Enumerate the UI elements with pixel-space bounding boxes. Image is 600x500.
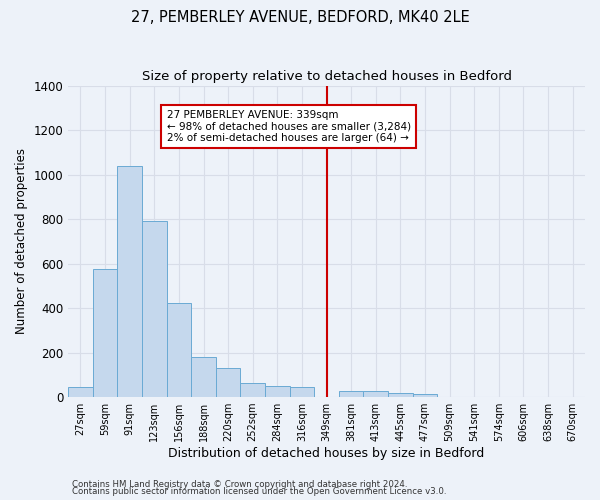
X-axis label: Distribution of detached houses by size in Bedford: Distribution of detached houses by size …: [169, 447, 485, 460]
Bar: [413, 394, 437, 397]
Bar: [167, 302, 191, 397]
Bar: [191, 357, 216, 397]
Bar: [216, 368, 241, 397]
Text: 27 PEMBERLEY AVENUE: 339sqm
← 98% of detached houses are smaller (3,284)
2% of s: 27 PEMBERLEY AVENUE: 339sqm ← 98% of det…: [167, 110, 411, 143]
Bar: [142, 222, 167, 397]
Bar: [241, 382, 265, 397]
Bar: [118, 166, 142, 397]
Bar: [290, 387, 314, 397]
Text: Contains HM Land Registry data © Crown copyright and database right 2024.: Contains HM Land Registry data © Crown c…: [72, 480, 407, 489]
Title: Size of property relative to detached houses in Bedford: Size of property relative to detached ho…: [142, 70, 512, 83]
Y-axis label: Number of detached properties: Number of detached properties: [15, 148, 28, 334]
Bar: [68, 387, 93, 397]
Bar: [388, 392, 413, 397]
Bar: [364, 391, 388, 397]
Bar: [93, 269, 118, 397]
Bar: [339, 391, 364, 397]
Bar: [265, 386, 290, 397]
Text: Contains public sector information licensed under the Open Government Licence v3: Contains public sector information licen…: [72, 488, 446, 496]
Text: 27, PEMBERLEY AVENUE, BEDFORD, MK40 2LE: 27, PEMBERLEY AVENUE, BEDFORD, MK40 2LE: [131, 10, 469, 25]
